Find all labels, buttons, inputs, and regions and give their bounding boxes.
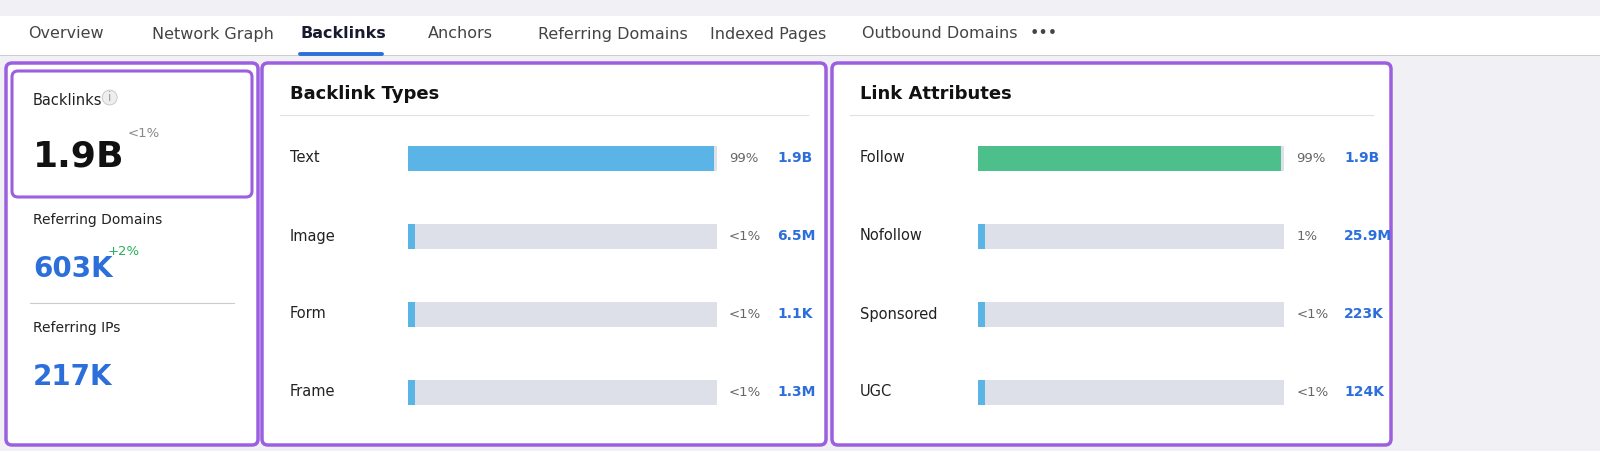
Bar [408,302,717,327]
Text: Follow: Follow [861,151,906,166]
Text: 1.1K: 1.1K [778,307,813,321]
Bar [978,146,1285,170]
Text: Indexed Pages: Indexed Pages [710,27,826,41]
Bar [0,16,1600,56]
FancyBboxPatch shape [13,71,253,197]
Bar [408,302,414,327]
Text: 1.3M: 1.3M [778,385,816,399]
FancyBboxPatch shape [6,63,258,445]
Text: Overview: Overview [29,27,104,41]
Text: 124K: 124K [1344,385,1384,399]
Text: Link Attributes: Link Attributes [861,85,1011,103]
Text: <1%: <1% [730,386,762,399]
Text: i: i [109,91,112,104]
Text: 1.9B: 1.9B [778,151,813,165]
Text: Backlinks: Backlinks [34,93,102,108]
Bar [408,379,414,405]
Text: 223K: 223K [1344,307,1384,321]
Text: 25.9M: 25.9M [1344,229,1392,243]
Bar [978,379,984,405]
Text: +2%: +2% [109,245,141,258]
Bar [408,146,717,170]
Text: Nofollow: Nofollow [861,229,923,244]
Text: Referring IPs: Referring IPs [34,321,120,335]
Bar [978,379,1285,405]
Text: •••: ••• [1030,27,1058,41]
Text: <1%: <1% [1296,308,1328,321]
Text: Backlink Types: Backlink Types [290,85,440,103]
Text: Sponsored: Sponsored [861,307,938,322]
Text: Image: Image [290,229,336,244]
Text: 1%: 1% [1296,230,1317,243]
Text: 603K: 603K [34,255,112,283]
Text: Anchors: Anchors [429,27,493,41]
Text: 6.5M: 6.5M [778,229,816,243]
FancyBboxPatch shape [832,63,1390,445]
Bar [408,379,717,405]
Text: 1.9B: 1.9B [34,139,125,173]
Bar [978,302,1285,327]
Text: Backlinks: Backlinks [301,27,386,41]
Bar [408,224,414,249]
Text: Form: Form [290,307,326,322]
Text: Network Graph: Network Graph [152,27,274,41]
Text: 99%: 99% [730,152,758,165]
Text: Text: Text [290,151,320,166]
Bar [408,224,717,249]
Text: UGC: UGC [861,385,893,400]
Text: Outbound Domains: Outbound Domains [862,27,1018,41]
Bar [978,302,984,327]
Text: Frame: Frame [290,385,336,400]
Text: Referring Domains: Referring Domains [538,27,688,41]
Bar [978,146,1282,170]
Bar [978,224,984,249]
Bar [408,146,714,170]
Text: 99%: 99% [1296,152,1326,165]
Bar [978,224,1285,249]
Text: <1%: <1% [128,127,160,140]
Text: <1%: <1% [730,230,762,243]
Text: 1.9B: 1.9B [1344,151,1379,165]
Text: <1%: <1% [730,308,762,321]
FancyBboxPatch shape [262,63,826,445]
Text: <1%: <1% [1296,386,1328,399]
Text: Referring Domains: Referring Domains [34,213,162,227]
Text: 217K: 217K [34,363,112,391]
